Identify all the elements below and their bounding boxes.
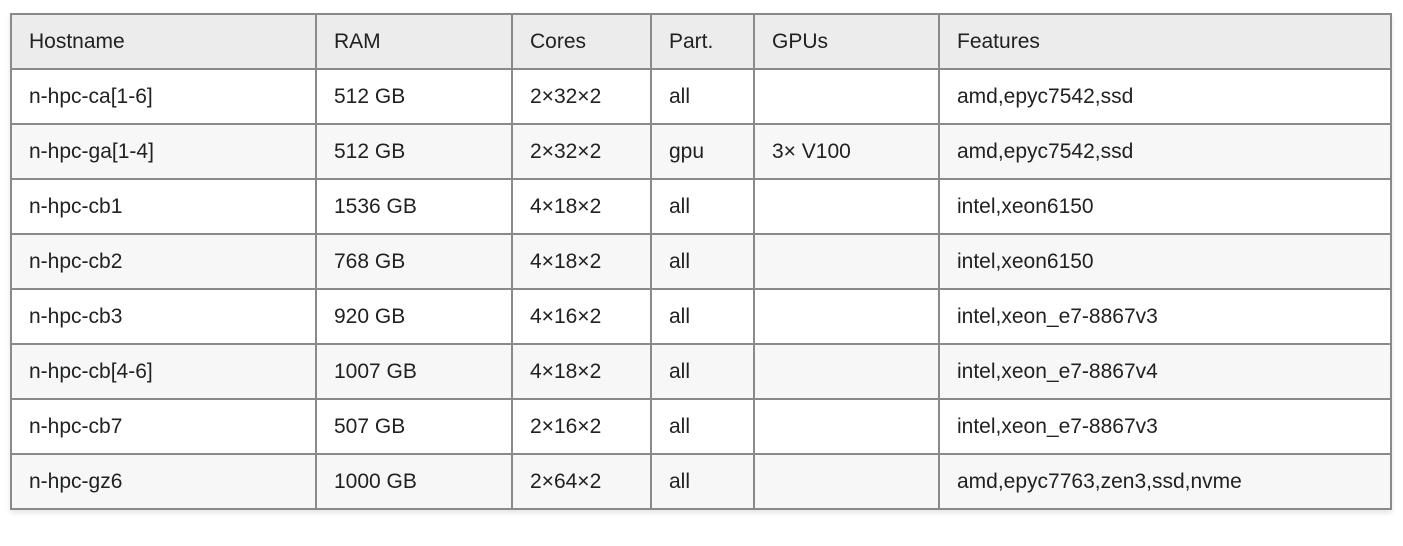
cell-hostname: n-hpc-cb2: [10, 233, 317, 290]
cell-partition: all: [650, 233, 755, 290]
cell-features: amd,epyc7542,ssd: [938, 68, 1392, 125]
cell-features: intel,xeon_e7-8867v3: [938, 398, 1392, 455]
cell-partition: all: [650, 398, 755, 455]
cell-partition: all: [650, 178, 755, 235]
cell-hostname: n-hpc-gz6: [10, 453, 317, 510]
cell-cores: 2×64×2: [511, 453, 652, 510]
cell-hostname: n-hpc-ca[1-6]: [10, 68, 317, 125]
cell-hostname: n-hpc-ga[1-4]: [10, 123, 317, 180]
cell-features: intel,xeon6150: [938, 233, 1392, 290]
cell-cores: 4×16×2: [511, 288, 652, 345]
cell-ram: 1536 GB: [315, 178, 513, 235]
column-header-gpus: GPUs: [753, 13, 940, 70]
cell-gpus: [753, 68, 940, 125]
cell-gpus: [753, 398, 940, 455]
column-header-partition: Part.: [650, 13, 755, 70]
cell-gpus: [753, 288, 940, 345]
cell-partition: gpu: [650, 123, 755, 180]
cell-gpus: 3× V100: [753, 123, 940, 180]
table-row: n-hpc-ga[1-4] 512 GB 2×32×2 gpu 3× V100 …: [10, 123, 1392, 180]
cell-gpus: [753, 343, 940, 400]
column-header-ram: RAM: [315, 13, 513, 70]
header-row: Hostname RAM Cores Part. GPUs Features: [10, 13, 1392, 70]
cell-cores: 2×32×2: [511, 68, 652, 125]
table-row: n-hpc-gz6 1000 GB 2×64×2 all amd,epyc776…: [10, 453, 1392, 510]
cell-ram: 768 GB: [315, 233, 513, 290]
cell-features: intel,xeon6150: [938, 178, 1392, 235]
cell-ram: 512 GB: [315, 123, 513, 180]
cell-cores: 4×18×2: [511, 233, 652, 290]
cell-partition: all: [650, 288, 755, 345]
column-header-cores: Cores: [511, 13, 652, 70]
cell-features: amd,epyc7542,ssd: [938, 123, 1392, 180]
cell-gpus: [753, 453, 940, 510]
table-row: n-hpc-ca[1-6] 512 GB 2×32×2 all amd,epyc…: [10, 68, 1392, 125]
table-row: n-hpc-cb2 768 GB 4×18×2 all intel,xeon61…: [10, 233, 1392, 290]
cell-cores: 2×32×2: [511, 123, 652, 180]
cell-features: intel,xeon_e7-8867v3: [938, 288, 1392, 345]
table-row: n-hpc-cb[4-6] 1007 GB 4×18×2 all intel,x…: [10, 343, 1392, 400]
table-row: n-hpc-cb1 1536 GB 4×18×2 all intel,xeon6…: [10, 178, 1392, 235]
cell-hostname: n-hpc-cb3: [10, 288, 317, 345]
cell-ram: 507 GB: [315, 398, 513, 455]
cell-cores: 2×16×2: [511, 398, 652, 455]
cell-cores: 4×18×2: [511, 178, 652, 235]
cell-gpus: [753, 178, 940, 235]
table-row: n-hpc-cb7 507 GB 2×16×2 all intel,xeon_e…: [10, 398, 1392, 455]
nodes-table: Hostname RAM Cores Part. GPUs Features n…: [10, 13, 1392, 510]
column-header-hostname: Hostname: [10, 13, 317, 70]
table-row: n-hpc-cb3 920 GB 4×16×2 all intel,xeon_e…: [10, 288, 1392, 345]
cell-cores: 4×18×2: [511, 343, 652, 400]
cell-partition: all: [650, 343, 755, 400]
cell-ram: 920 GB: [315, 288, 513, 345]
cell-hostname: n-hpc-cb7: [10, 398, 317, 455]
cell-ram: 1007 GB: [315, 343, 513, 400]
cell-gpus: [753, 233, 940, 290]
cell-hostname: n-hpc-cb1: [10, 178, 317, 235]
cell-ram: 512 GB: [315, 68, 513, 125]
cell-features: intel,xeon_e7-8867v4: [938, 343, 1392, 400]
column-header-features: Features: [938, 13, 1392, 70]
cell-partition: all: [650, 68, 755, 125]
cell-hostname: n-hpc-cb[4-6]: [10, 343, 317, 400]
cell-partition: all: [650, 453, 755, 510]
cell-features: amd,epyc7763,zen3,ssd,nvme: [938, 453, 1392, 510]
cell-ram: 1000 GB: [315, 453, 513, 510]
